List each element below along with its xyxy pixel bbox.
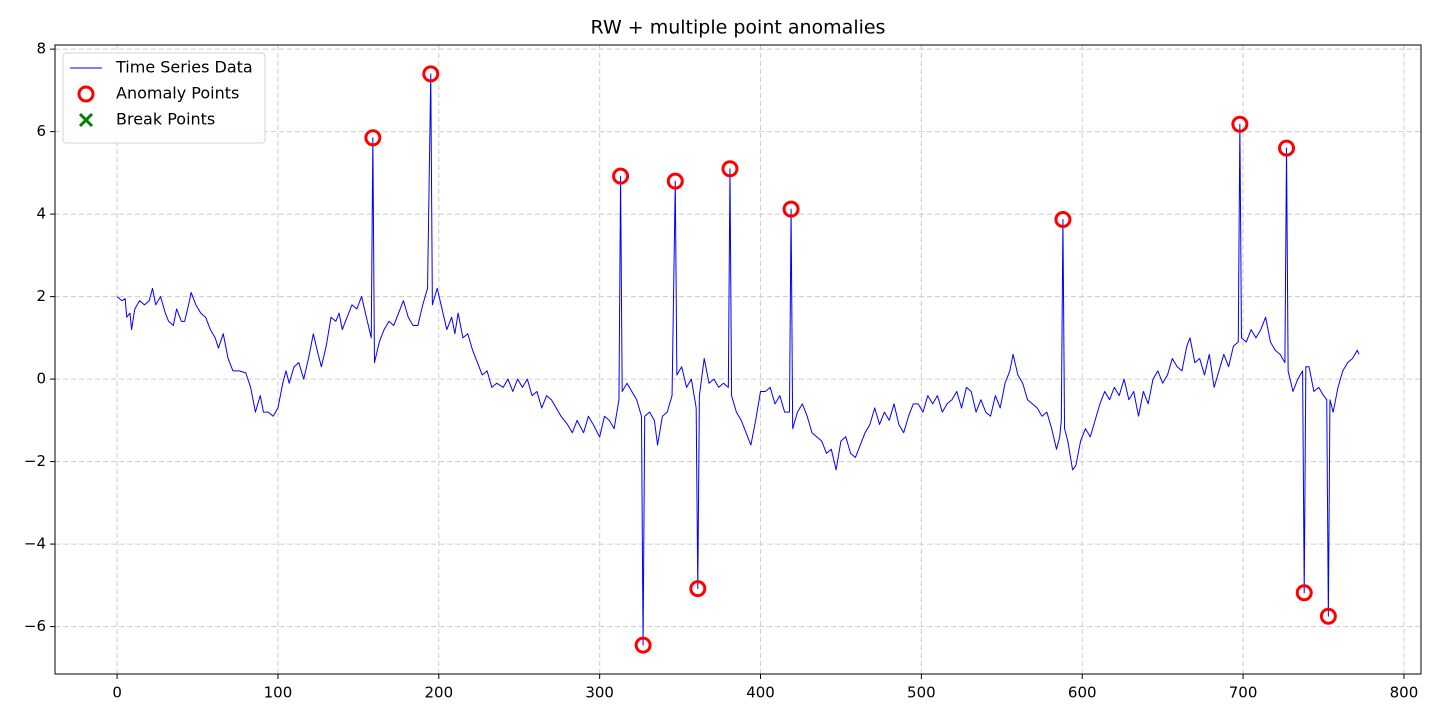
legend-label: Anomaly Points <box>116 84 239 103</box>
anomaly-point <box>364 129 382 147</box>
anomaly-point <box>721 160 739 178</box>
x-tick-label: 400 <box>746 684 775 702</box>
y-tick-label: −6 <box>24 617 46 635</box>
data-line <box>116 73 1360 646</box>
x-tick-label: 200 <box>424 684 453 702</box>
anomaly-point <box>1054 210 1072 228</box>
y-tick-label: −2 <box>24 452 46 470</box>
anomaly-point <box>666 172 684 190</box>
anomaly-point <box>1231 115 1249 133</box>
anomaly-point <box>689 580 707 598</box>
x-tick-label: 0 <box>112 684 122 702</box>
legend-symbol <box>78 112 94 128</box>
anomaly-point <box>1278 139 1296 157</box>
x-tick-label: 300 <box>585 684 614 702</box>
y-tick-label: 0 <box>36 370 46 388</box>
chart-title: RW + multiple point anomalies <box>591 17 886 39</box>
legend-symbol <box>77 85 95 103</box>
legend-label: Break Points <box>116 110 215 129</box>
plot-frame <box>54 44 1422 675</box>
anomaly-point <box>422 65 440 83</box>
anomaly-point <box>1319 607 1337 625</box>
legend-box <box>62 52 266 144</box>
x-tick-label: 700 <box>1229 684 1258 702</box>
marker-cross <box>78 112 94 128</box>
anomaly-point <box>1295 584 1313 602</box>
anomaly-point <box>782 200 800 218</box>
legend-label: Time Series Data <box>115 58 253 77</box>
x-tick-label: 600 <box>1068 684 1097 702</box>
y-tick-label: 6 <box>36 122 46 140</box>
y-tick-label: 4 <box>36 205 46 223</box>
y-tick-label: −4 <box>24 535 46 553</box>
anomaly-point <box>634 636 652 654</box>
x-tick-label: 500 <box>907 684 936 702</box>
y-tick-label: 2 <box>36 287 46 305</box>
x-tick-label: 100 <box>264 684 293 702</box>
y-tick-label: 8 <box>36 40 46 58</box>
x-tick-label: 800 <box>1390 684 1419 702</box>
anomaly-point <box>612 167 630 185</box>
